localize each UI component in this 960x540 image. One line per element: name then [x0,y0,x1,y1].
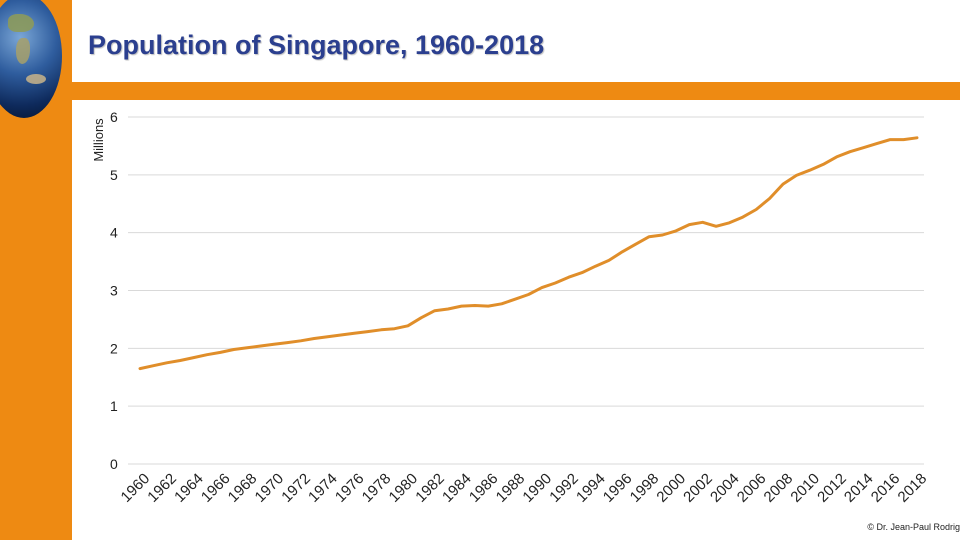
x-tick-label: 1974 [305,470,341,506]
globe-logo-icon [0,0,62,118]
x-tick-label: 2006 [734,470,770,506]
x-tick-label: 1984 [439,470,475,506]
globe-land-shape [8,14,34,32]
globe-land-shape [16,38,30,64]
y-tick-label: 2 [110,340,118,356]
x-tick-label: 1962 [144,470,180,506]
x-tick-label: 1964 [171,470,207,506]
x-tick-label: 2008 [761,470,797,506]
x-tick-label: 2014 [841,470,877,506]
x-axis-ticks: 1960196219641966196819701972197419761978… [118,470,931,506]
x-tick-label: 1998 [627,470,663,506]
y-tick-label: 4 [110,225,118,241]
gridlines [128,116,924,465]
x-tick-label: 1980 [385,470,421,506]
page-title: Population of Singapore, 1960-2018 [88,30,545,60]
y-tick-label: 5 [110,167,118,183]
header-area [72,0,960,82]
x-tick-label: 1968 [225,470,261,506]
x-tick-label: 1994 [573,470,609,506]
x-tick-label: 1996 [600,470,636,506]
x-tick-label: 1966 [198,470,234,506]
x-tick-label: 1978 [359,470,395,506]
y-tick-label: 0 [110,456,118,472]
y-tick-label: 1 [110,398,118,414]
y-axis-label: Millions [91,118,106,162]
population-series-line [138,136,919,371]
x-tick-label: 2004 [707,470,743,506]
title-underline-bar [72,82,960,100]
x-tick-label: 1992 [546,470,582,506]
y-axis-ticks: 0 1 2 3 4 5 6 [110,109,118,472]
x-tick-label: 1960 [118,470,154,506]
y-tick-label: 6 [110,109,118,125]
x-tick-label: 1972 [278,470,314,506]
x-tick-label: 2018 [895,470,931,506]
x-tick-label: 2010 [787,470,823,506]
y-tick-label: 3 [110,283,118,299]
x-tick-label: 1990 [519,470,555,506]
x-tick-label: 1982 [412,470,448,506]
x-tick-label: 1970 [252,470,288,506]
credit-text: © Dr. Jean-Paul Rodrig [867,522,960,532]
x-tick-label: 2016 [868,470,904,506]
x-tick-label: 1986 [466,470,502,506]
x-tick-label: 2012 [814,470,850,506]
globe-land-shape [26,74,46,84]
x-tick-label: 2000 [653,470,689,506]
x-tick-label: 1976 [332,470,368,506]
x-tick-label: 1988 [493,470,529,506]
x-tick-label: 2002 [680,470,716,506]
